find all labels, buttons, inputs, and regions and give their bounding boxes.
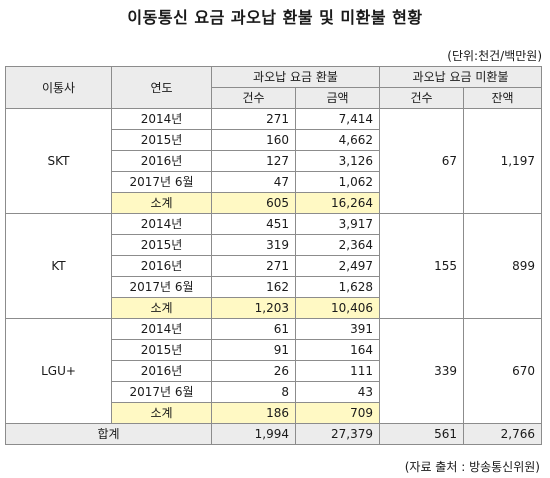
refund-amount-cell: 1,628 bbox=[294, 276, 381, 298]
subtotal-count: 1,203 bbox=[211, 297, 296, 319]
subtotal-count: 605 bbox=[211, 192, 296, 214]
year-cell: 2017년 6월 bbox=[111, 381, 212, 403]
table-row: LGU+ 2014년 61 391 339 670 bbox=[5, 318, 543, 424]
refund-amount-cell: 391 bbox=[294, 318, 381, 340]
subtotal-amount: 16,264 bbox=[294, 192, 381, 214]
carrier-name: LGU+ bbox=[5, 318, 112, 424]
refund-count-cell: 160 bbox=[211, 129, 296, 151]
subtotal-label: 소계 bbox=[111, 402, 212, 424]
refund-amount-cell: 3,917 bbox=[294, 213, 381, 235]
refund-amount-cell: 111 bbox=[294, 360, 381, 382]
refund-count-cell: 319 bbox=[211, 234, 296, 256]
year-cell: 2016년 bbox=[111, 360, 212, 382]
unrefund-balance-cell: 1,197 bbox=[463, 108, 543, 214]
table-row: 2015년 91 164 bbox=[6, 339, 542, 361]
page-title: 이동통신 요금 과오납 환불 및 미환불 현황 bbox=[127, 8, 423, 27]
year-cell: 2016년 bbox=[111, 150, 212, 172]
subtotal-amount: 10,406 bbox=[294, 297, 381, 319]
year-cell: 2015년 bbox=[111, 339, 212, 361]
table-row: 2017년 6월 162 1,628 bbox=[6, 276, 542, 298]
subtotal-count: 186 bbox=[211, 402, 296, 424]
year-cell: 2014년 bbox=[111, 318, 212, 340]
unrefund-count-cell: 155 bbox=[379, 213, 465, 319]
refund-amount-cell: 3,126 bbox=[294, 150, 381, 172]
refund-count-cell: 8 bbox=[211, 381, 296, 403]
year-cell: 2014년 bbox=[111, 108, 212, 130]
carrier-name: KT bbox=[5, 213, 112, 319]
unrefund-count-cell: 67 bbox=[379, 108, 465, 214]
table-row: 2016년 127 3,126 bbox=[6, 150, 542, 172]
refund-count-cell: 271 bbox=[211, 255, 296, 277]
refund-count-cell: 26 bbox=[211, 360, 296, 382]
header-year: 연도 bbox=[111, 66, 212, 109]
unit-note: (단위:천건/백만원) bbox=[447, 49, 542, 63]
subtotal-row: 소계 605 16,264 bbox=[6, 192, 542, 214]
year-cell: 2015년 bbox=[111, 129, 212, 151]
refund-count-cell: 271 bbox=[211, 108, 296, 130]
table-row: 2016년 26 111 bbox=[6, 360, 542, 382]
total-amount: 27,379 bbox=[294, 423, 381, 445]
refund-count-cell: 91 bbox=[211, 339, 296, 361]
refund-count-cell: 47 bbox=[211, 171, 296, 193]
table-row: 2015년 319 2,364 bbox=[6, 234, 542, 256]
refund-amount-cell: 1,062 bbox=[294, 171, 381, 193]
refund-status-table: 이통사 연도 과오납 요금 환불 과오납 요금 미환불 건수 금액 건수 잔액 … bbox=[5, 66, 543, 445]
header-refund-group: 과오납 요금 환불 bbox=[210, 66, 381, 88]
table-row: SKT 2014년 271 7,414 67 1,197 bbox=[5, 108, 543, 214]
year-cell: 2017년 6월 bbox=[111, 276, 212, 298]
header-unrefund-group: 과오납 요금 미환불 bbox=[379, 66, 543, 88]
year-cell: 2014년 bbox=[111, 213, 212, 235]
header-unrefund-count: 건수 bbox=[379, 87, 465, 109]
header-balance: 잔액 bbox=[463, 87, 543, 109]
header-carrier: 이통사 bbox=[5, 66, 112, 109]
refund-count-cell: 162 bbox=[211, 276, 296, 298]
total-count: 1,994 bbox=[211, 423, 296, 445]
table-row: 2017년 6월 8 43 bbox=[6, 381, 542, 403]
unrefund-count-cell: 339 bbox=[379, 318, 465, 424]
table-row: 2016년 271 2,497 bbox=[6, 255, 542, 277]
refund-amount-cell: 2,497 bbox=[294, 255, 381, 277]
subtotal-row: 소계 1,203 10,406 bbox=[6, 297, 542, 319]
total-balance: 2,766 bbox=[463, 423, 543, 445]
total-label: 합계 bbox=[5, 423, 212, 445]
table-row: KT 2014년 451 3,917 155 899 bbox=[5, 213, 543, 319]
header-amount: 금액 bbox=[294, 87, 381, 109]
refund-amount-cell: 2,364 bbox=[294, 234, 381, 256]
total-row: 합계 1,994 27,379 561 2,766 bbox=[5, 423, 543, 445]
unrefund-balance-cell: 899 bbox=[463, 213, 543, 319]
header-count: 건수 bbox=[211, 87, 296, 109]
year-cell: 2016년 bbox=[111, 255, 212, 277]
year-cell: 2015년 bbox=[111, 234, 212, 256]
year-cell: 2017년 6월 bbox=[111, 171, 212, 193]
source-note: (자료 출처 : 방송통신위원) bbox=[404, 460, 540, 474]
refund-amount-cell: 164 bbox=[294, 339, 381, 361]
subtotal-label: 소계 bbox=[111, 297, 212, 319]
refund-count-cell: 61 bbox=[211, 318, 296, 340]
refund-amount-cell: 4,662 bbox=[294, 129, 381, 151]
refund-count-cell: 451 bbox=[211, 213, 296, 235]
subtotal-label: 소계 bbox=[111, 192, 212, 214]
total-unrefund-count: 561 bbox=[379, 423, 465, 445]
subtotal-amount: 709 bbox=[294, 402, 381, 424]
refund-amount-cell: 7,414 bbox=[294, 108, 381, 130]
unrefund-balance-cell: 670 bbox=[463, 318, 543, 424]
refund-amount-cell: 43 bbox=[294, 381, 381, 403]
refund-count-cell: 127 bbox=[211, 150, 296, 172]
carrier-name: SKT bbox=[5, 108, 112, 214]
